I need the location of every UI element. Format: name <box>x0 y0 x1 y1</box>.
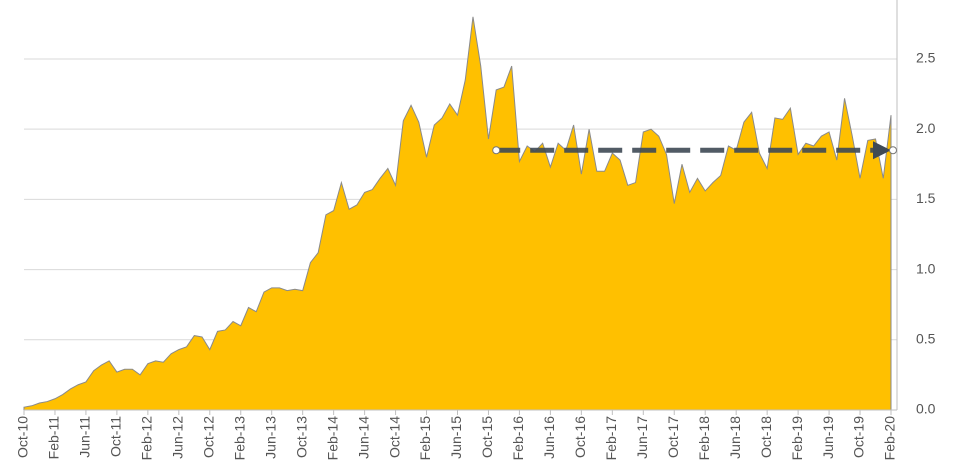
x-tick-label: Oct-16 <box>572 416 588 458</box>
x-tick-label: Oct-14 <box>386 416 402 458</box>
x-tick-label: Oct-17 <box>665 416 681 458</box>
x-tick-label: Jun-15 <box>448 416 464 459</box>
x-tick-label: Jun-16 <box>541 416 557 459</box>
x-tick-label: Oct-10 <box>15 416 31 458</box>
x-tick-label: Jun-14 <box>355 416 371 459</box>
x-tick-label: Jun-17 <box>634 416 650 459</box>
x-tick-label: Oct-15 <box>479 416 495 458</box>
x-tick-label: Feb-11 <box>46 416 62 460</box>
x-tick-label: Jun-11 <box>77 416 93 458</box>
area <box>23 16 892 411</box>
y-tick-label: 1.5 <box>916 190 936 206</box>
y-tick-label: 0.0 <box>916 401 936 417</box>
x-tick-label: Feb-13 <box>231 416 247 461</box>
arrow-end <box>889 146 897 155</box>
x-tick-label: Jun-18 <box>727 416 743 459</box>
x-tick-label: Feb-16 <box>510 416 526 461</box>
x-tick-label: Oct-18 <box>758 416 774 458</box>
x-tick-label: Feb-12 <box>139 416 155 461</box>
x-tick-label: Feb-18 <box>696 416 712 461</box>
x-tick-label: Oct-12 <box>200 416 216 458</box>
x-tick-label: Jun-12 <box>170 416 186 459</box>
x-tick-label: Feb-17 <box>603 416 619 461</box>
x-tick-label: Feb-19 <box>789 416 805 461</box>
x-tick-label: Feb-14 <box>324 416 340 461</box>
x-tick-label: Jun-19 <box>820 416 836 459</box>
arrow-start <box>492 146 501 155</box>
y-tick-label: 0.5 <box>916 330 936 346</box>
x-tick-label: Oct-13 <box>293 416 309 458</box>
x-tick-label: Jun-13 <box>262 416 278 459</box>
y-tick-label: 2.0 <box>916 120 936 136</box>
x-tick-label: Oct-11 <box>108 416 124 457</box>
x-tick-label: Oct-19 <box>851 416 867 458</box>
y-tick-label: 1.0 <box>916 260 936 276</box>
arrow-head <box>873 141 891 160</box>
x-tick-label: Feb-20 <box>882 416 898 461</box>
x-tick-label: Feb-15 <box>417 416 433 461</box>
y-tick-label: 2.5 <box>916 50 936 66</box>
